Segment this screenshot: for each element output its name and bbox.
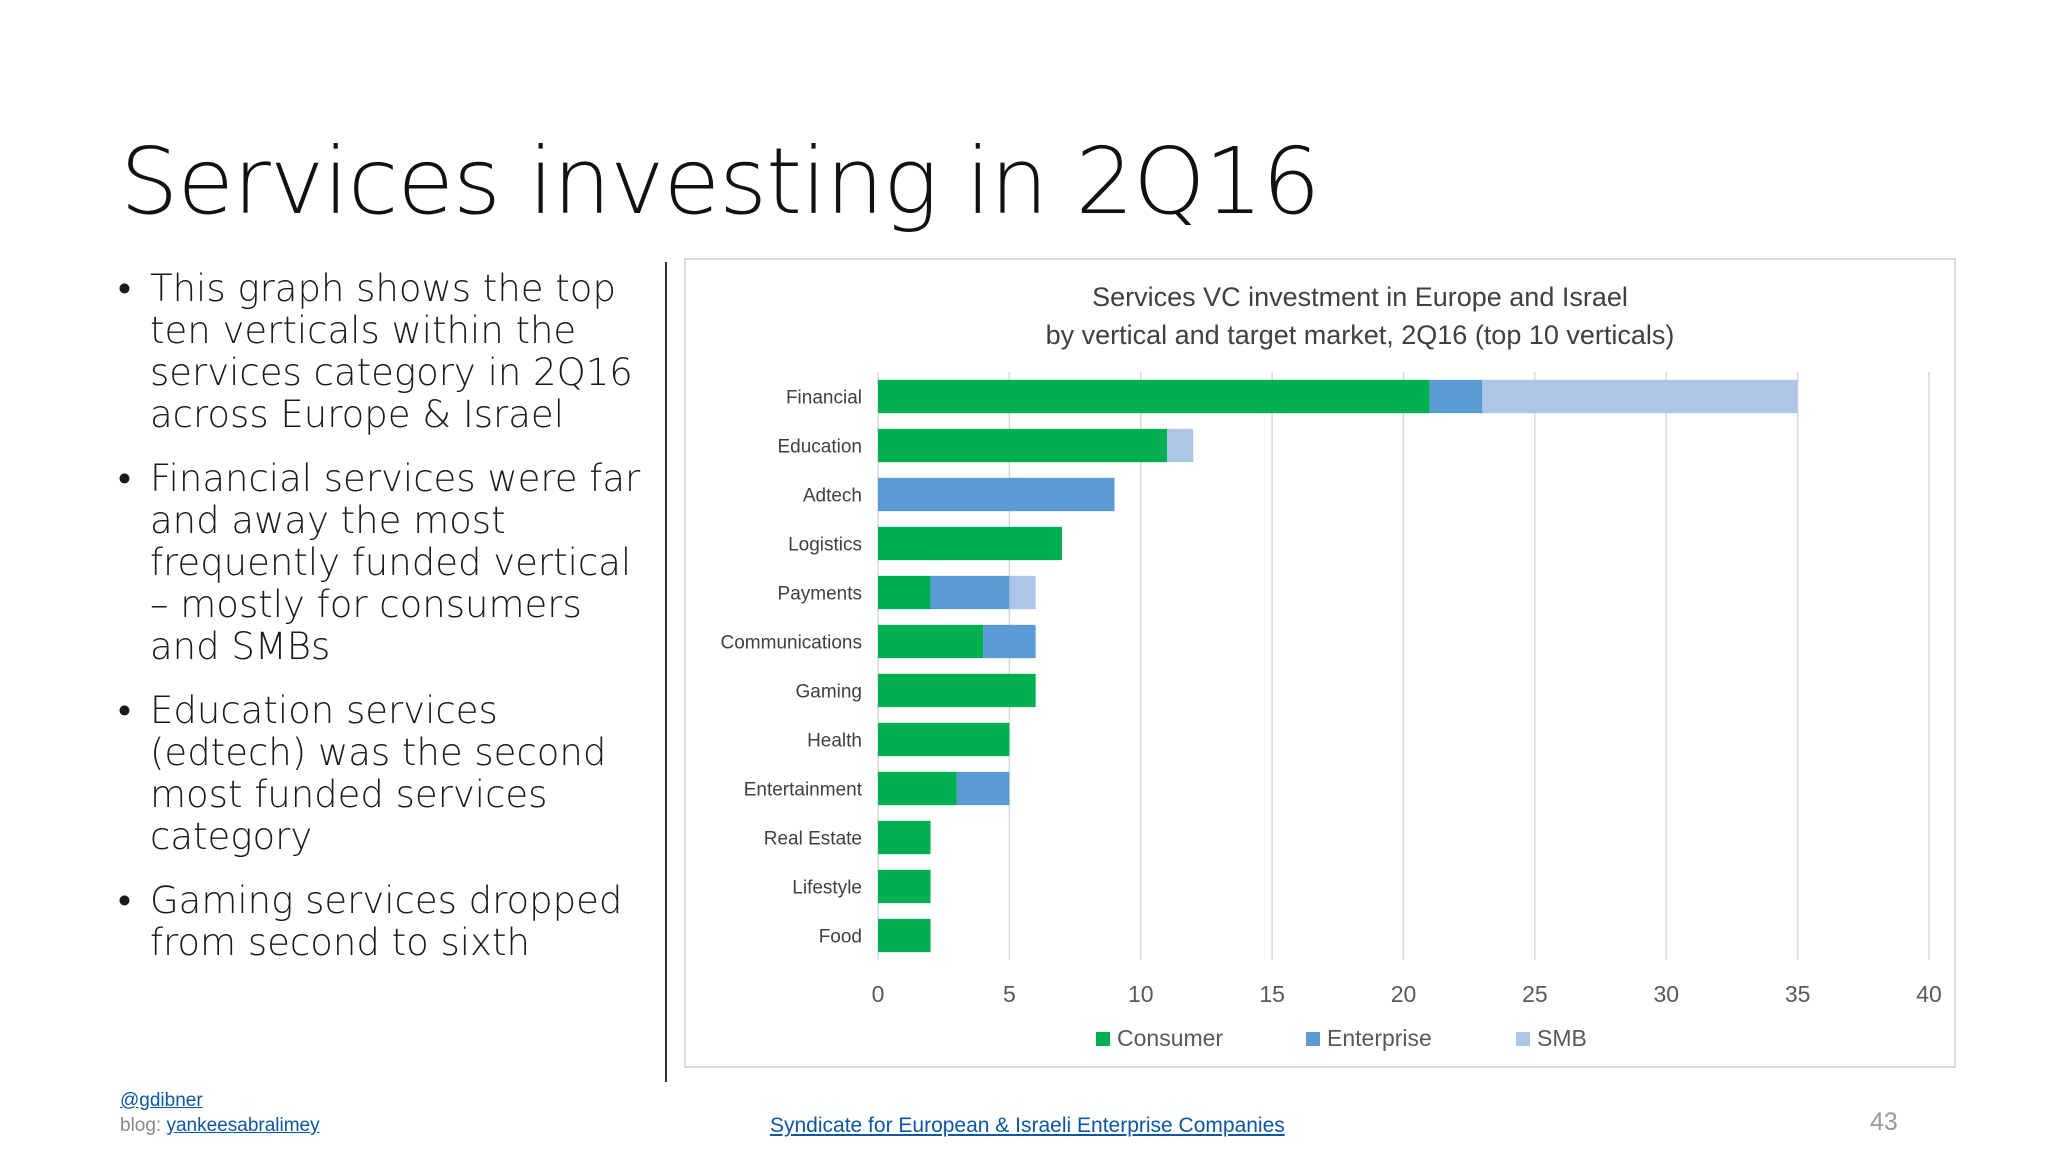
chart-subtitle: by vertical and target market, 2Q16 (top… bbox=[1046, 320, 1675, 350]
chart-container: Services VC investment in Europe and Isr… bbox=[684, 258, 1956, 1068]
bar-segment bbox=[878, 624, 984, 659]
x-tick-label: 15 bbox=[1259, 981, 1285, 1007]
legend-item: SMB bbox=[1516, 1025, 1587, 1051]
legend-swatch bbox=[1096, 1032, 1110, 1046]
legend-label: Enterprise bbox=[1327, 1025, 1432, 1051]
category-label: Gaming bbox=[795, 682, 862, 703]
vertical-divider bbox=[665, 262, 667, 1082]
category-label: Communications bbox=[721, 633, 863, 654]
x-tick-label: 5 bbox=[1003, 981, 1016, 1007]
chart-title: Services VC investment in Europe and Isr… bbox=[1092, 282, 1628, 312]
bar-segment bbox=[878, 575, 931, 610]
bar-segment bbox=[878, 673, 1036, 708]
gridlines bbox=[877, 372, 1930, 960]
bullet-text: Financial services were far and away the… bbox=[150, 457, 641, 668]
bar-chart: Services VC investment in Europe and Isr… bbox=[721, 282, 1942, 1051]
bar-segment bbox=[1009, 575, 1036, 610]
x-tick-label: 20 bbox=[1391, 981, 1417, 1007]
category-label: Real Estate bbox=[764, 829, 862, 850]
blog-link[interactable]: yankeesabralimey bbox=[166, 1115, 320, 1136]
x-tick-labels: 0 5 10 15 20 25 30 35 40 bbox=[872, 981, 1942, 1007]
category-label: Lifestyle bbox=[792, 878, 862, 899]
bar-segment bbox=[878, 820, 931, 855]
bar-segment bbox=[956, 771, 1010, 806]
bar-segment bbox=[878, 918, 931, 953]
bullet-item: • This graph shows the top ten verticals … bbox=[118, 268, 658, 436]
legend-swatch bbox=[1516, 1032, 1530, 1046]
x-tick-label: 40 bbox=[1916, 981, 1942, 1007]
category-label: Payments bbox=[778, 584, 862, 605]
x-tick-label: 30 bbox=[1653, 981, 1679, 1007]
category-label: Adtech bbox=[803, 486, 862, 507]
category-label: Food bbox=[819, 927, 862, 948]
category-labels: Financial Education Adtech Logistics Payment… bbox=[721, 388, 863, 948]
bullet-item: • Financial services were far and away th… bbox=[118, 458, 658, 668]
x-tick-label: 0 bbox=[872, 981, 885, 1007]
category-label: Entertainment bbox=[744, 780, 863, 801]
legend-swatch bbox=[1306, 1032, 1320, 1046]
page-number: 43 bbox=[1870, 1108, 1898, 1136]
bar-segment bbox=[878, 771, 957, 806]
legend-label: SMB bbox=[1537, 1025, 1587, 1051]
bar-segment bbox=[983, 624, 1036, 659]
bar-segment bbox=[1482, 379, 1798, 414]
bullet-text: This graph shows the top ten verticals w… bbox=[150, 267, 633, 436]
category-label: Education bbox=[777, 437, 862, 458]
bar-segment bbox=[878, 869, 931, 904]
bars bbox=[878, 379, 1798, 953]
legend-item: Consumer bbox=[1096, 1025, 1223, 1051]
bar-segment bbox=[930, 575, 1010, 610]
bullet-item: • Gaming services dropped from second to … bbox=[118, 880, 658, 964]
bullet-text: Education services (edtech) was the seco… bbox=[150, 689, 607, 858]
bullet-list: • This graph shows the top ten verticals … bbox=[118, 268, 658, 986]
twitter-handle-link[interactable]: @gdibner bbox=[120, 1090, 203, 1111]
legend-label: Consumer bbox=[1117, 1025, 1223, 1051]
x-tick-label: 10 bbox=[1128, 981, 1154, 1007]
legend: Consumer Enterprise SMB bbox=[1096, 1025, 1587, 1051]
category-label: Logistics bbox=[788, 535, 862, 556]
bar-segment bbox=[1167, 428, 1194, 463]
bar-segment bbox=[878, 722, 1010, 757]
blog-label: blog: bbox=[120, 1115, 167, 1136]
blog-line: blog: yankeesabralimey bbox=[120, 1115, 320, 1137]
bar-segment bbox=[878, 477, 1115, 512]
legend-item: Enterprise bbox=[1306, 1025, 1432, 1051]
bullet-text: Gaming services dropped from second to s… bbox=[150, 879, 623, 964]
slide-title: Services investing in 2Q16 bbox=[120, 128, 1321, 235]
bullet-item: • Education services (edtech) was the sec… bbox=[118, 690, 658, 858]
category-label: Health bbox=[807, 731, 862, 752]
bar-segment bbox=[1429, 379, 1483, 414]
bar-segment bbox=[878, 379, 1430, 414]
syndicate-link[interactable]: Syndicate for European & Israeli Enterpr… bbox=[770, 1114, 1285, 1137]
bar-segment bbox=[878, 428, 1168, 463]
bullet-dot: • bbox=[118, 267, 131, 310]
bullet-dot: • bbox=[118, 879, 131, 922]
bullet-dot: • bbox=[118, 689, 131, 732]
x-tick-label: 25 bbox=[1522, 981, 1548, 1007]
bar-segment bbox=[878, 526, 1062, 561]
x-tick-label: 35 bbox=[1785, 981, 1811, 1007]
bullet-dot: • bbox=[118, 457, 131, 500]
category-label: Financial bbox=[786, 388, 862, 409]
